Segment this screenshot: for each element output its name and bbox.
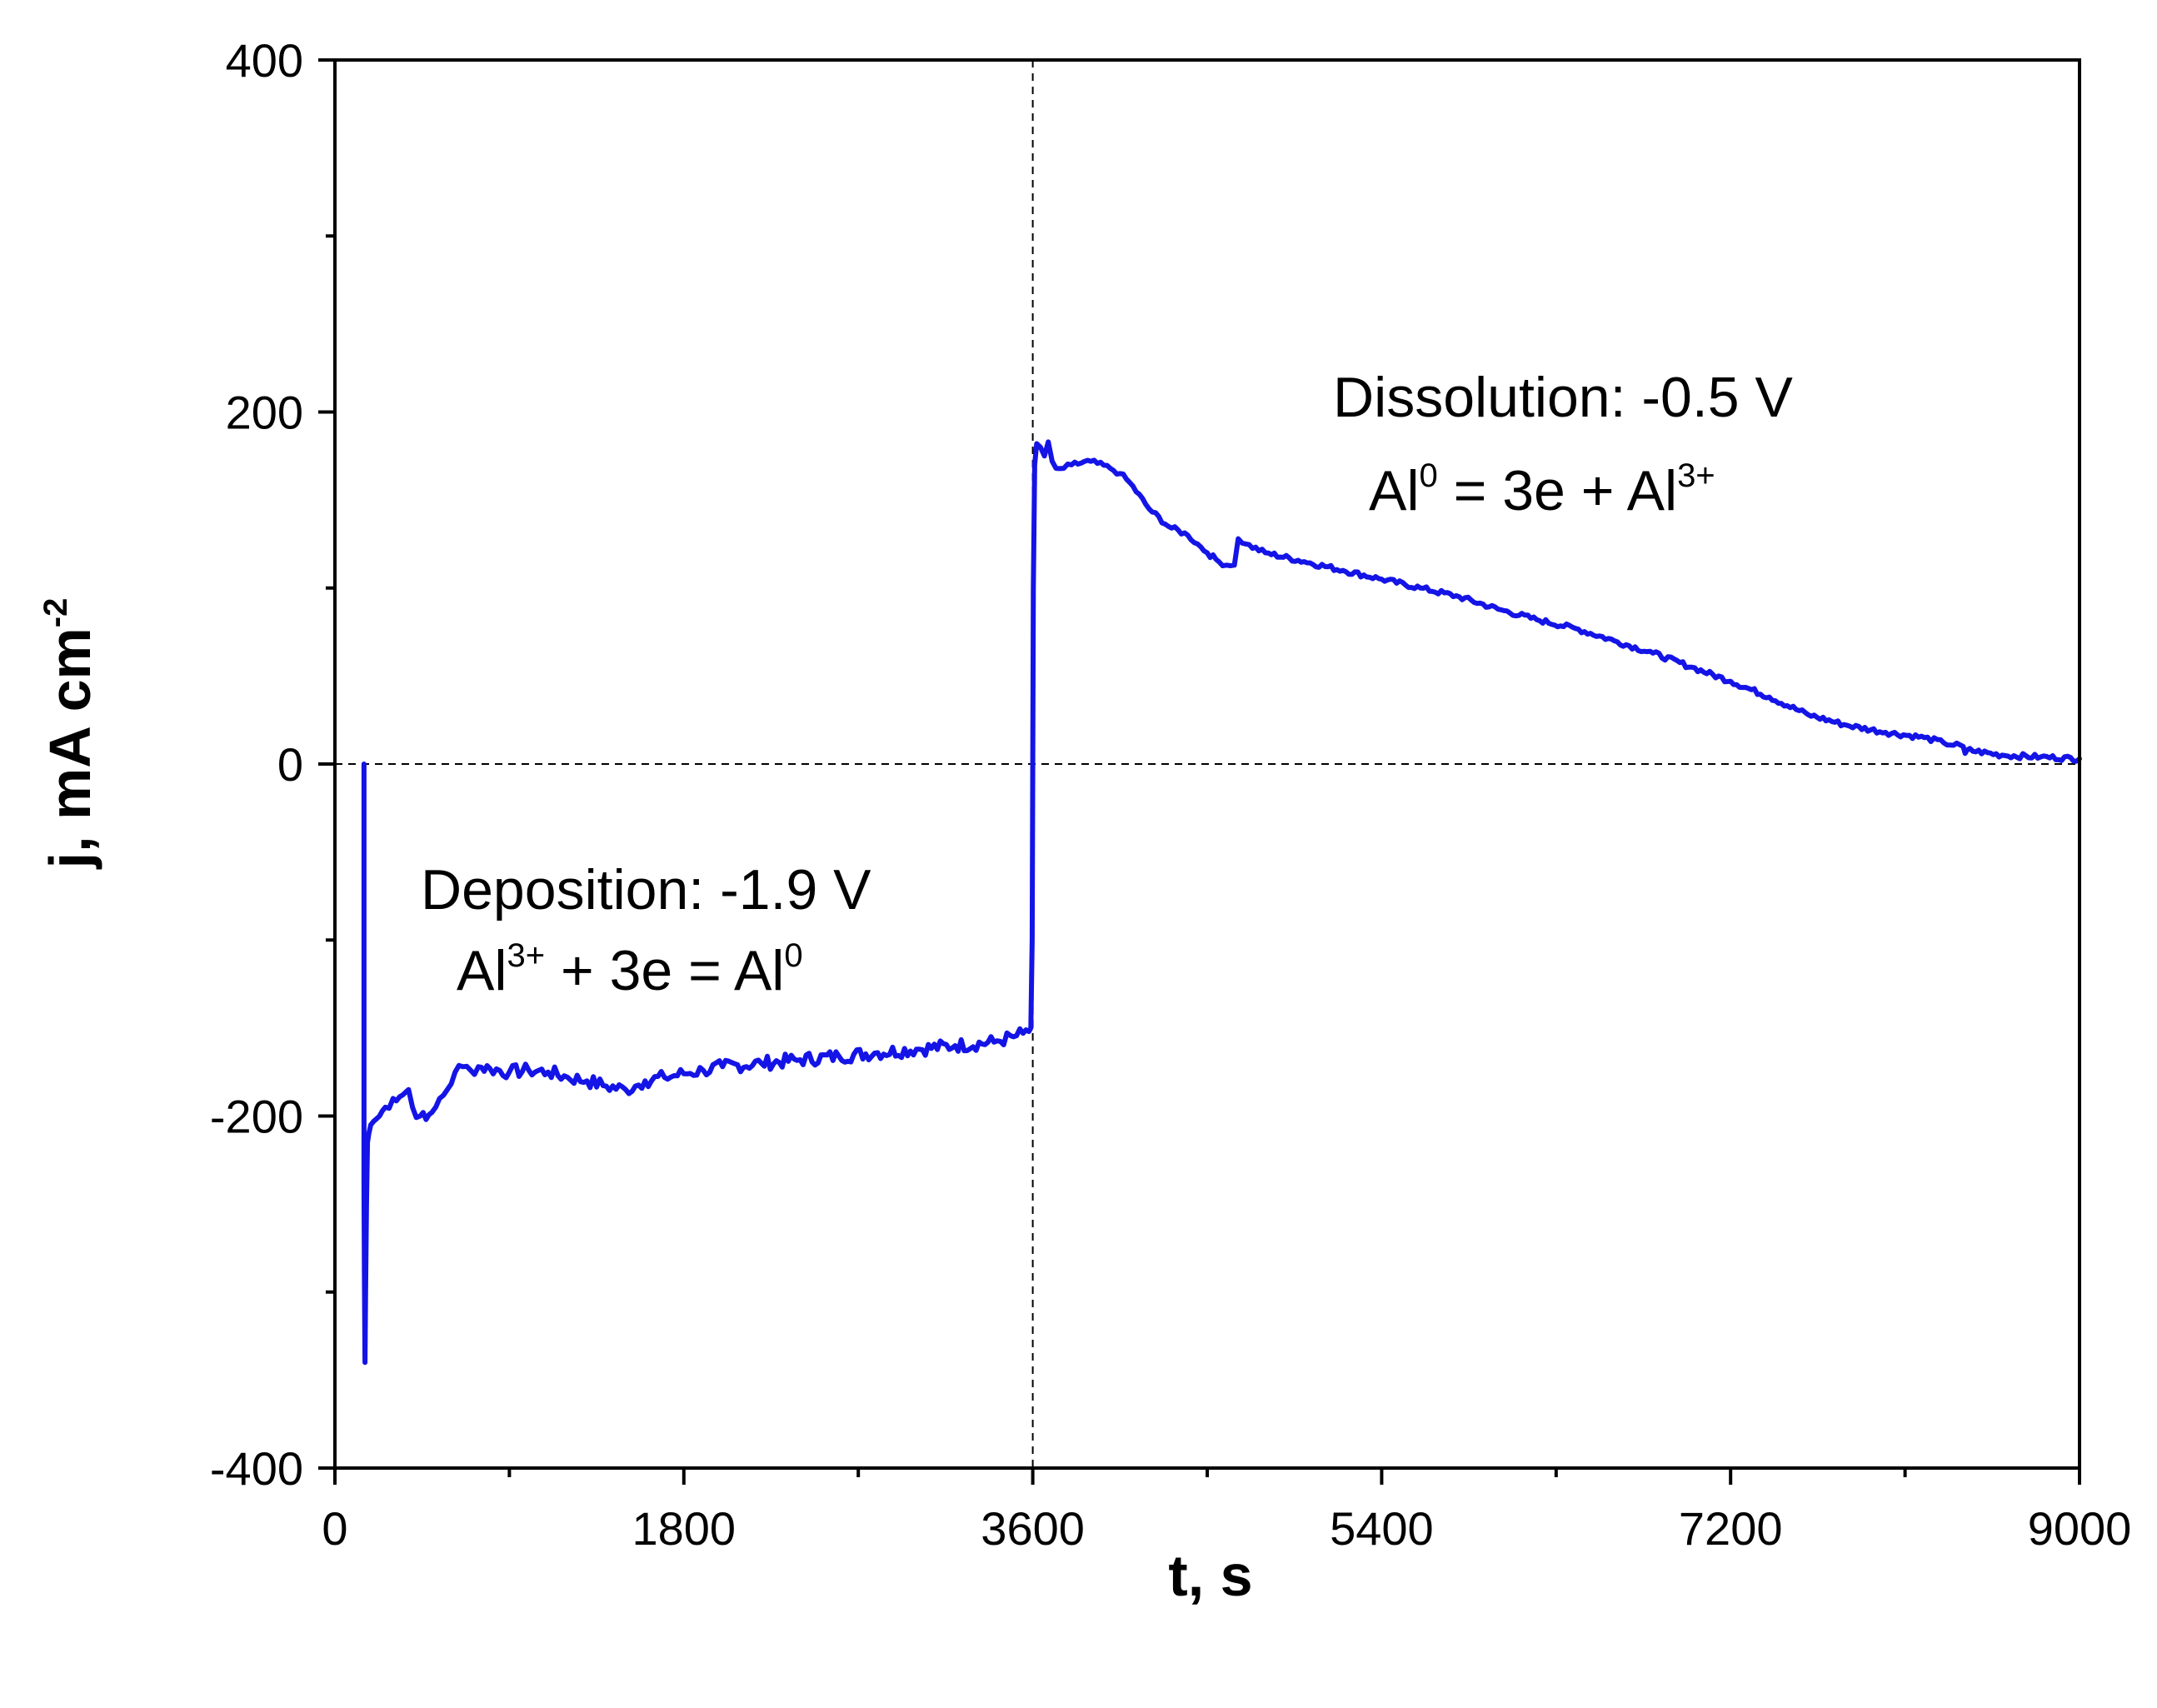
y-axis-title-symbol: j [37, 852, 102, 870]
y-tick-label: 0 [277, 738, 303, 791]
y-axis-title-unit: , mA cm [37, 627, 102, 852]
y-tick-label: 200 [226, 387, 303, 439]
y-tick-label: 400 [226, 34, 303, 87]
dissolution-eq-sup-b: 3+ [1677, 457, 1715, 494]
x-axis-title-symbol: t [1168, 1543, 1187, 1608]
x-tick-label: 3600 [981, 1502, 1085, 1555]
x-tick-label: 0 [322, 1502, 347, 1555]
deposition-eq-part-b: + 3e = Al [545, 939, 784, 1002]
y-tick-label: -200 [210, 1091, 303, 1143]
x-tick-label: 5400 [1330, 1502, 1434, 1555]
dissolution-eq-part-a: Al [1369, 459, 1419, 522]
deposition-annotation-equation: Al3+ + 3e = Al0 [457, 937, 803, 1002]
current-density-line [361, 439, 2082, 1366]
y-axis-title-exponent: -2 [37, 598, 74, 628]
x-tick-label: 7200 [1679, 1502, 1783, 1555]
deposition-eq-sup-a: 3+ [507, 937, 545, 974]
y-tick-label: -400 [210, 1442, 303, 1495]
x-axis-title-unit: , s [1188, 1543, 1253, 1608]
deposition-eq-sup-b: 0 [784, 937, 802, 974]
x-tick-label: 1800 [632, 1502, 736, 1555]
deposition-annotation-title: Deposition: -1.9 V [421, 858, 871, 921]
dissolution-annotation-title: Dissolution: -0.5 V [1333, 366, 1793, 429]
dissolution-eq-sup-a: 0 [1419, 457, 1437, 494]
y-axis-title: j, mA cm-2 [37, 598, 102, 871]
axis-tick-labels: 0 1800 3600 5400 7200 9000 -400 -200 0 200 400 [210, 34, 2131, 1555]
deposition-eq-part-a: Al [457, 939, 507, 1002]
dissolution-eq-part-b: = 3e + Al [1438, 459, 1677, 522]
axis-ticks [318, 58, 2081, 1485]
x-tick-label: 9000 [2028, 1502, 2132, 1555]
x-axis-title: t, s [1168, 1543, 1252, 1608]
dissolution-annotation-equation: Al0 = 3e + Al3+ [1369, 457, 1715, 522]
